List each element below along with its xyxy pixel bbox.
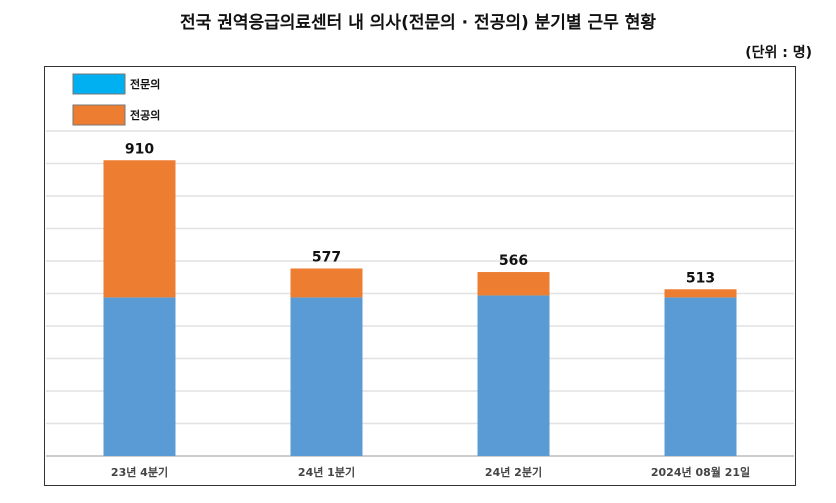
- bar-specialist-3: [664, 297, 737, 456]
- bar-specialist-1: [290, 297, 363, 456]
- category-label: 23년 4분기: [111, 465, 168, 479]
- category-label: 2024년 08월 21일: [651, 465, 750, 479]
- category-label: 24년 1분기: [298, 465, 355, 479]
- total-label: 566: [499, 253, 528, 269]
- total-label: 910: [125, 141, 154, 157]
- legend-swatch: [72, 73, 126, 95]
- bar-resident-0: [103, 160, 176, 298]
- bar-specialist-2: [477, 295, 550, 456]
- bar-specialist-0: [103, 297, 176, 456]
- legend-label: 전문의: [130, 77, 160, 91]
- legend-swatch: [72, 104, 126, 126]
- chart-frame: [44, 66, 796, 486]
- total-label: 513: [686, 270, 715, 286]
- category-label: 24년 2분기: [485, 465, 542, 479]
- bar-resident-3: [664, 289, 737, 298]
- bar-resident-1: [290, 268, 363, 298]
- legend-label: 전공의: [130, 108, 160, 122]
- unit-label: (단위 : 명): [745, 45, 812, 61]
- page-title: 전국 권역응급의료센터 내 의사(전문의 · 전공의) 분기별 근무 현황: [180, 13, 656, 33]
- total-label: 577: [312, 249, 341, 265]
- bar-resident-2: [477, 272, 550, 296]
